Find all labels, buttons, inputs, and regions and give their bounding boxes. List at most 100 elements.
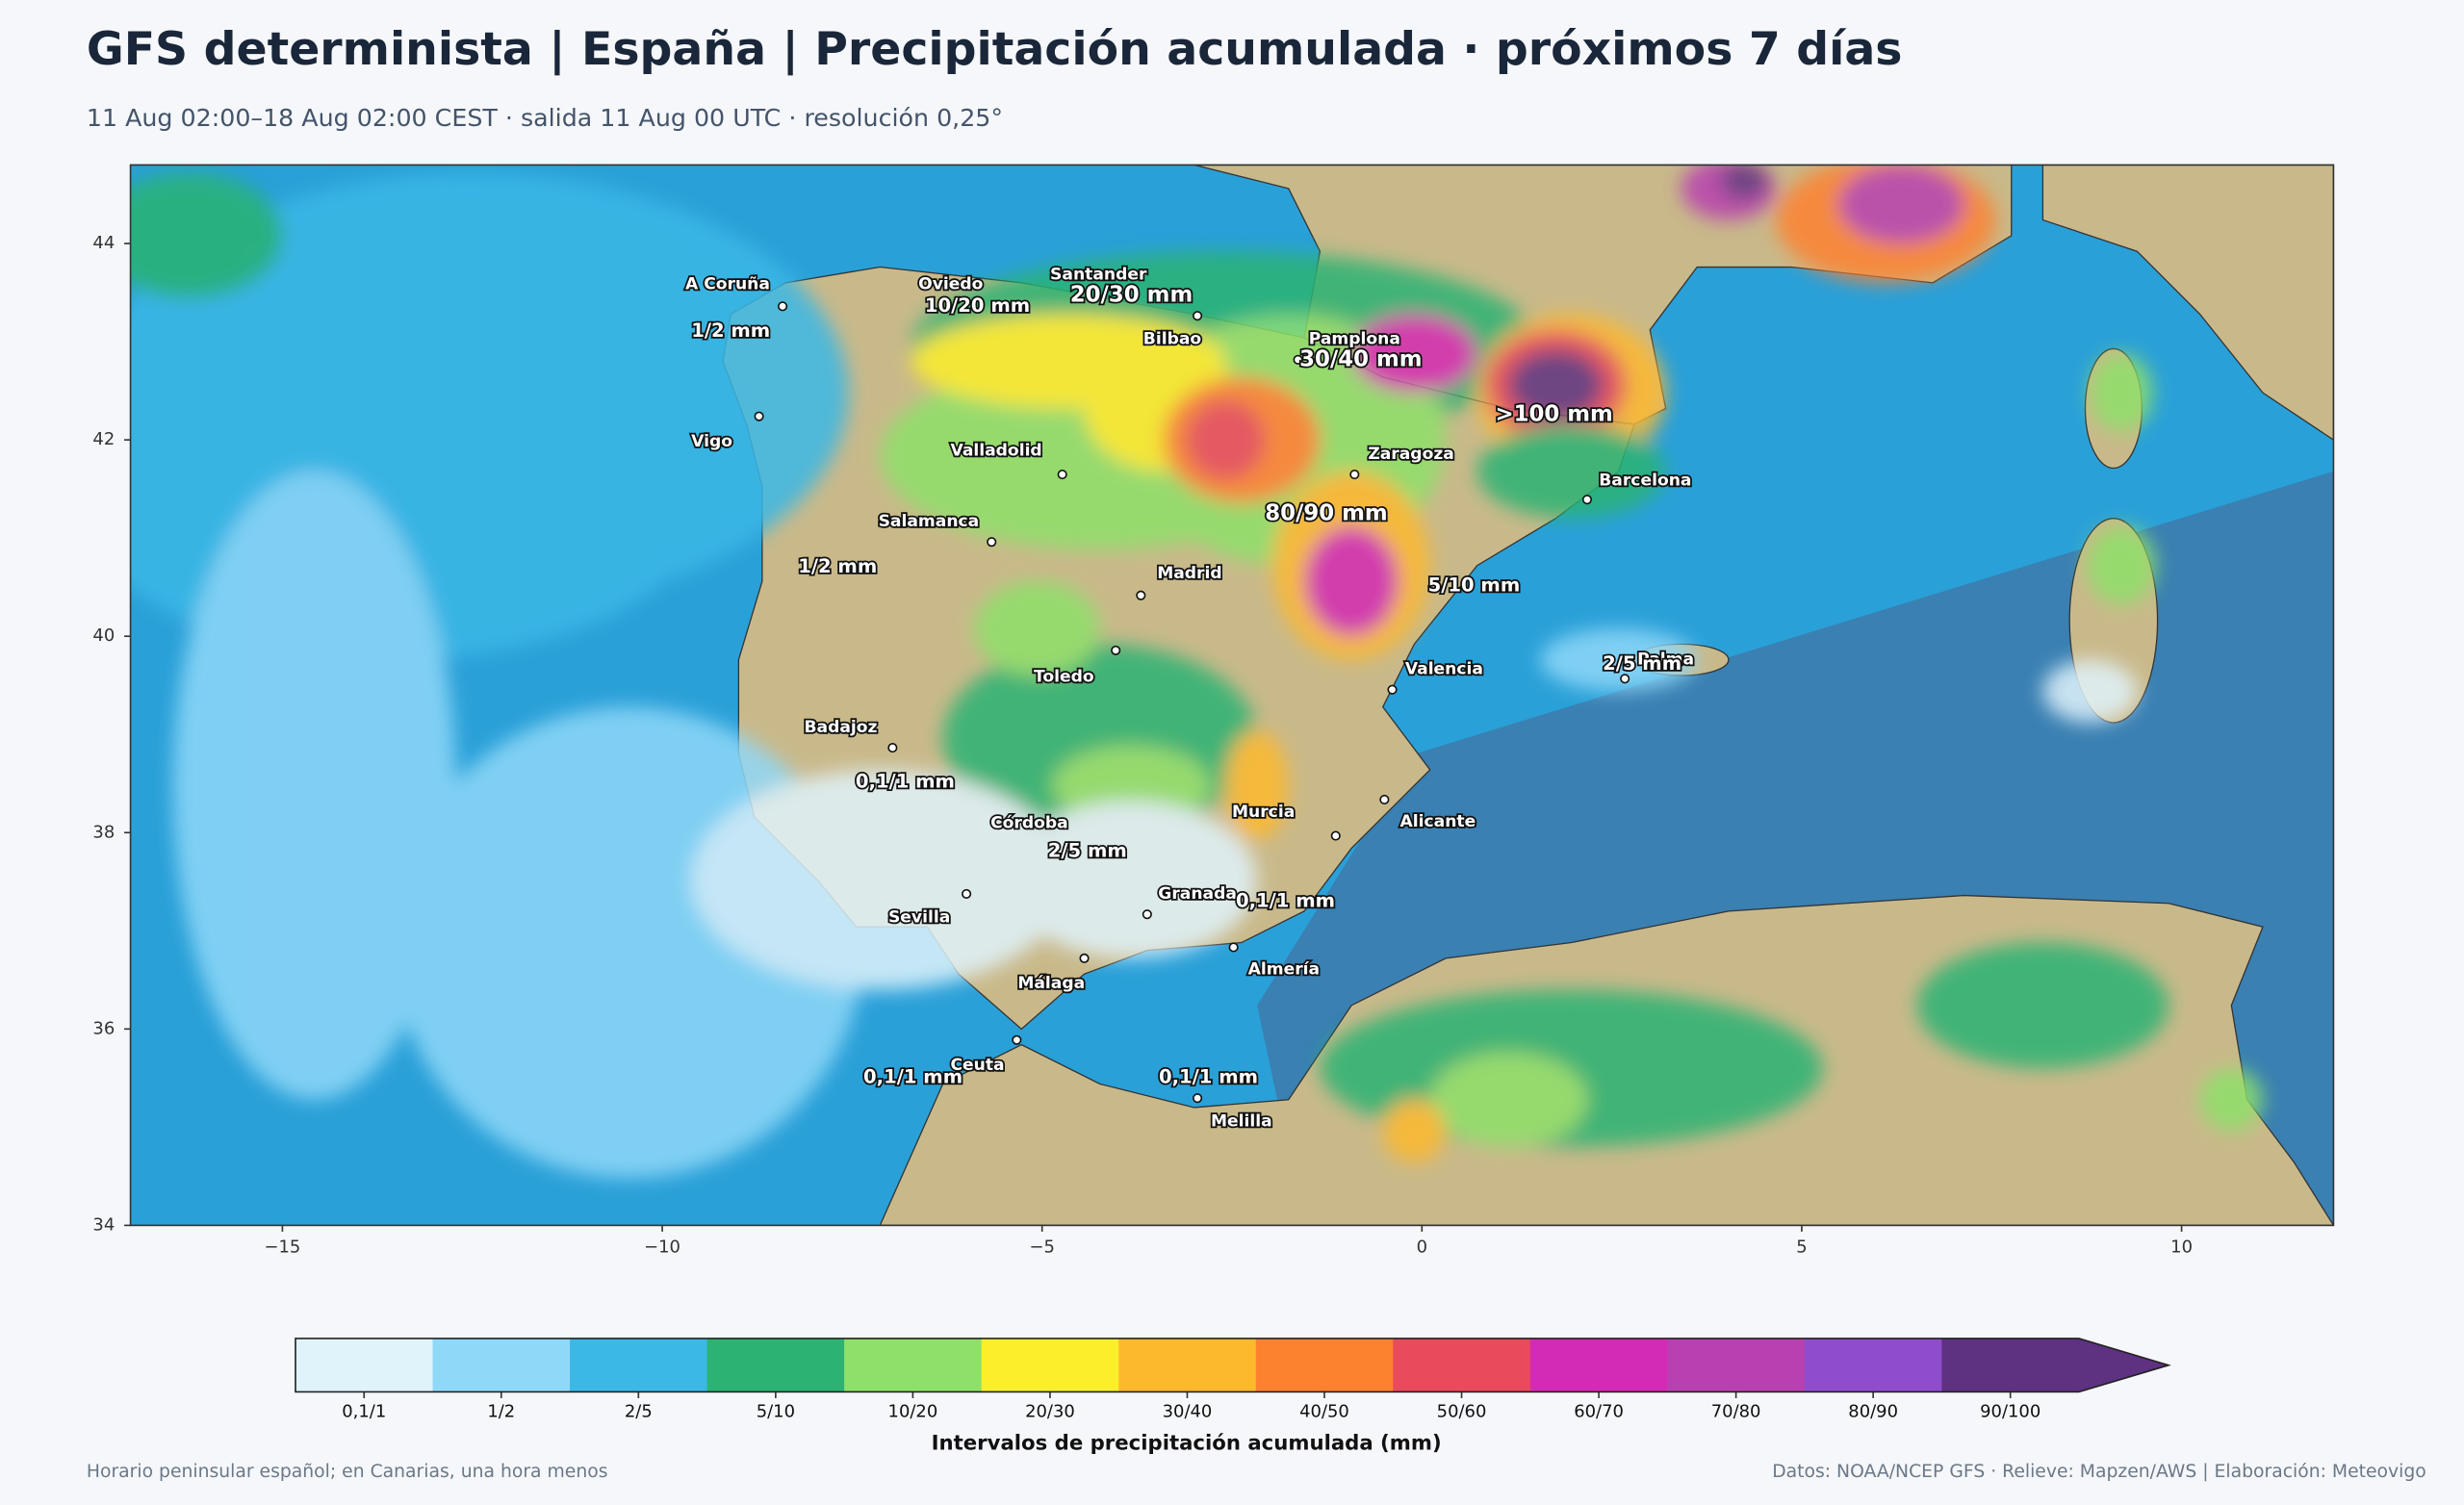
x-tick-label: 0: [1417, 1237, 1427, 1257]
city-label: Toledo: [1034, 668, 1094, 687]
city-label: Valencia: [1405, 659, 1483, 678]
footer-left: Horario peninsular español; en Canarias,…: [87, 1462, 608, 1482]
city-label: Madrid: [1157, 564, 1221, 583]
city-dot: [1293, 354, 1303, 365]
colorbar-bin-label: 40/50: [1299, 1402, 1349, 1422]
map: [130, 165, 2334, 1226]
precip-area: [1186, 400, 1266, 479]
city-label: Badajoz: [804, 718, 877, 737]
colorbar-bin: [570, 1338, 708, 1392]
colorbar-bin-label: 80/90: [1848, 1402, 1898, 1422]
colorbar-bin: [1941, 1338, 2080, 1392]
city-dot: [1057, 469, 1067, 480]
city-dot: [1111, 645, 1121, 655]
city-label: Vigo: [691, 432, 732, 451]
precip-area: [1304, 525, 1399, 637]
subtitle: 11 Aug 02:00–18 Aug 02:00 CEST · salida …: [87, 104, 1003, 132]
city-dot: [1330, 830, 1341, 841]
city-dot: [962, 888, 972, 899]
map-frame: [129, 164, 2335, 1227]
precip-area: [1916, 942, 2169, 1069]
city-dot: [1079, 953, 1090, 963]
precip-area: [2090, 353, 2153, 432]
precip-area: [2199, 1068, 2263, 1132]
amount-label: 5/10 mm: [1428, 574, 1521, 596]
x-tick-label: −10: [644, 1237, 680, 1257]
precip-area: [691, 769, 1069, 990]
colorbar-bin: [295, 1338, 434, 1392]
city-label: Pamplona: [1309, 330, 1400, 349]
precip-area: [130, 172, 283, 299]
amount-label: 80/90 mm: [1265, 500, 1387, 525]
city-dot: [754, 411, 764, 421]
y-tick-label: 42: [92, 429, 115, 449]
precip-area: [1838, 165, 1964, 244]
city-label: Málaga: [1017, 974, 1085, 993]
y-tick-label: 40: [92, 625, 115, 646]
city-label: Santander: [1050, 266, 1147, 285]
city-dot: [1012, 1034, 1022, 1045]
city-label: Almería: [1248, 959, 1320, 979]
city-dot: [1142, 909, 1152, 920]
amount-label: 1/2 mm: [691, 319, 770, 342]
amount-label: 2/5 mm: [1048, 839, 1127, 861]
city-dot: [778, 301, 788, 312]
colorbar-frame: [295, 1338, 2171, 1393]
precip-area: [1476, 423, 1666, 519]
colorbar-bin-label: 50/60: [1437, 1402, 1487, 1422]
amount-label: 30/40 mm: [1299, 346, 1422, 371]
precip-area: [1382, 1099, 1447, 1163]
amount-label: 0,1/1 mm: [1159, 1065, 1258, 1087]
colorbar-extend: [2078, 1338, 2169, 1392]
city-label: Ceuta: [950, 1056, 1004, 1075]
amount-label: 20/30 mm: [1070, 282, 1193, 307]
colorbar-bin-label: 5/10: [757, 1402, 795, 1422]
city-label: Oviedo: [918, 274, 983, 293]
x-tick-label: 5: [1796, 1237, 1807, 1257]
x-tick-label: −15: [264, 1237, 300, 1257]
colorbar-bin-label: 1/2: [487, 1402, 515, 1422]
city-label: Salamanca: [879, 512, 980, 531]
precip-area: [1720, 165, 1768, 200]
colorbar-bin: [1118, 1338, 1257, 1392]
colorbar-bin: [432, 1338, 571, 1392]
colorbar-bin: [1529, 1338, 1669, 1392]
title: GFS determinista | España | Precipitació…: [87, 23, 1903, 76]
city-label: Córdoba: [990, 813, 1068, 832]
colorbar-bin-label: 20/30: [1025, 1402, 1075, 1422]
colorbar-bin-label: 0,1/1: [342, 1402, 386, 1422]
city-dot: [1193, 1093, 1203, 1104]
city-label: Murcia: [1232, 803, 1295, 822]
precip-area: [1052, 746, 1211, 826]
city-dot: [1581, 495, 1593, 505]
city-dot: [987, 537, 997, 548]
y-tick-label: 34: [92, 1214, 115, 1235]
city-dot: [887, 743, 898, 753]
city-label: Alicante: [1400, 812, 1476, 831]
city-dot: [1193, 311, 1203, 321]
precip-area: [1225, 730, 1289, 841]
precip-area: [2042, 659, 2138, 723]
colorbar-bin-label: 2/5: [625, 1402, 653, 1422]
city-label: Melilla: [1211, 1112, 1272, 1132]
footer-right: Datos: NOAA/NCEP GFS · Relieve: Mapzen/A…: [1772, 1462, 2426, 1482]
colorbar-bin: [844, 1338, 983, 1392]
y-tick-label: 44: [92, 233, 115, 253]
y-tick-label: 36: [92, 1018, 115, 1038]
amount-label: 1/2 mm: [798, 555, 877, 577]
city-label: Barcelona: [1599, 472, 1691, 491]
precip-area: [1508, 350, 1604, 420]
city-label: Bilbao: [1143, 330, 1202, 349]
colorbar-bin: [981, 1338, 1120, 1392]
precip-area: [1539, 628, 1698, 692]
city-label: Zaragoza: [1368, 445, 1454, 464]
amount-label: 0,1/1 mm: [863, 1065, 962, 1087]
city-dot: [1136, 590, 1146, 600]
precip-area: [172, 471, 456, 1100]
precip-area: [1429, 1052, 1587, 1147]
colorbar-bin-label: 90/100: [1980, 1402, 2040, 1422]
city-dot: [1620, 674, 1630, 684]
colorbar-bin: [1667, 1338, 1806, 1392]
amount-label: 0,1/1 mm: [856, 771, 955, 793]
